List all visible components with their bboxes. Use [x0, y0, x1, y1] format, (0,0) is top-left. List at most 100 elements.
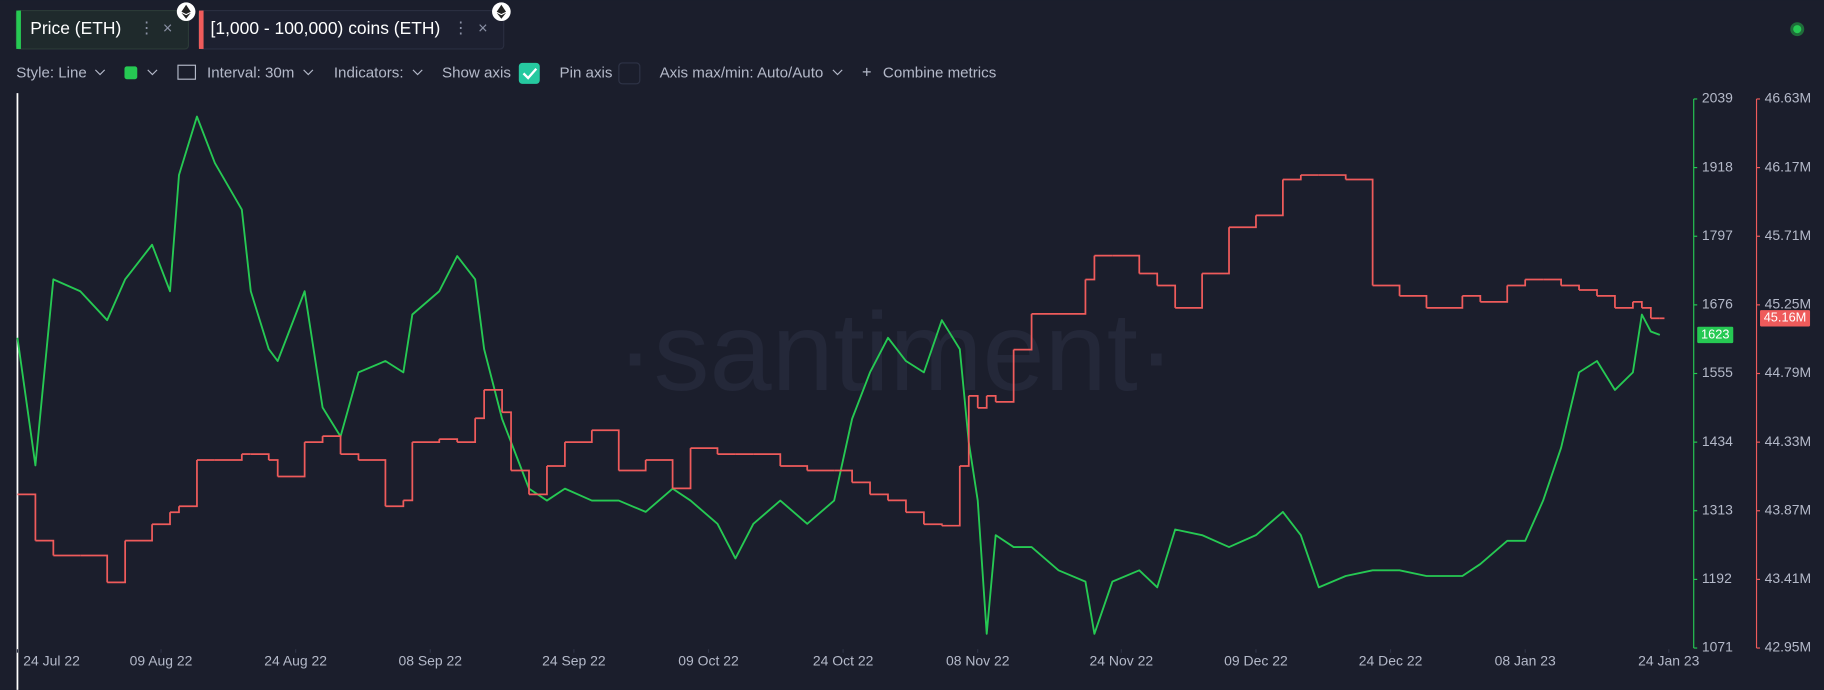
step-segment	[403, 442, 414, 502]
y-tick-label: 46.17M	[1765, 158, 1812, 174]
step-segment	[358, 459, 387, 507]
x-tick-label: 09 Aug 22	[130, 653, 193, 669]
step-segment	[340, 453, 360, 461]
step-segment	[905, 511, 925, 525]
x-tick-label: 09 Dec 22	[1224, 653, 1288, 669]
plot: 24 Jul 22 09 Aug 22 24 Aug 22 08 Sep 22 24 S…	[16, 90, 1812, 669]
step-segment	[1614, 301, 1634, 309]
step-segment	[986, 395, 997, 402]
style-select[interactable]: Style: Line	[16, 64, 87, 81]
step-segment	[852, 481, 871, 495]
tab-close[interactable]: ×	[163, 19, 173, 37]
chevron	[147, 69, 158, 76]
y-tick-label: 1918	[1702, 158, 1733, 174]
step-segment	[1282, 175, 1302, 181]
chevron	[303, 69, 314, 76]
pin-axis-label: Pin axis	[560, 64, 613, 81]
tab-color	[16, 10, 21, 49]
current-value-label: 45.16M	[1764, 310, 1807, 325]
y-tick-label: 44.33M	[1765, 433, 1812, 449]
interval-select[interactable]: Interval: 30m	[207, 64, 294, 81]
combine-metrics[interactable]: Combine metrics	[883, 64, 997, 81]
x-tick-label: 08 Sep 22	[399, 653, 463, 669]
show-axis-checkbox[interactable]	[518, 62, 540, 84]
y-tick-label: 46.63M	[1765, 90, 1812, 106]
step-segment	[1157, 284, 1177, 308]
indicators-select[interactable]: Indicators:	[334, 64, 404, 81]
step-segment	[502, 411, 512, 471]
pin-axis-checkbox[interactable]	[618, 62, 641, 85]
tab-menu: ⋮	[453, 19, 469, 37]
y-tick-label: 43.41M	[1765, 570, 1812, 586]
step-segment	[870, 493, 889, 501]
step-segment	[1399, 295, 1428, 308]
step-segment	[439, 438, 459, 443]
y-tick-label: 43.87M	[1765, 501, 1812, 517]
step-segment	[672, 448, 692, 490]
x-tick-label: 08 Jan 23	[1495, 653, 1556, 669]
y-tick-label: 1555	[1702, 364, 1733, 380]
tab-color	[198, 10, 204, 49]
y-tick-label: 2039	[1702, 90, 1733, 106]
step-segment	[125, 524, 153, 542]
metric-tab[interactable]: [1,000 - 100,000) coins (ETH) ⋮ ×	[198, 2, 511, 50]
step-segment	[780, 465, 809, 471]
y-tick-label: 45.71M	[1765, 227, 1812, 243]
current-value-tag	[1697, 326, 1734, 344]
step-segment	[475, 389, 486, 420]
chevron	[832, 69, 843, 76]
step-segment	[1013, 313, 1033, 351]
step-segment	[591, 429, 620, 471]
tab-menu: ⋮	[138, 19, 154, 37]
axis-minmax-select[interactable]: Axis max/min: Auto/Auto	[660, 64, 824, 81]
step-segment	[1175, 273, 1203, 309]
y-tick-label: 44.79M	[1765, 364, 1812, 380]
step-segment	[385, 500, 405, 508]
step-segment	[170, 506, 180, 514]
step-segment	[1255, 179, 1284, 217]
step-segment	[618, 460, 647, 472]
show-axis-label: Show axis	[442, 64, 511, 81]
step-segment	[968, 395, 979, 408]
step-segment	[1561, 284, 1580, 290]
y-tick-label: 1797	[1702, 227, 1733, 243]
step-segment	[1058, 279, 1087, 315]
y-tick-label: 1434	[1702, 433, 1733, 449]
chevron	[412, 69, 423, 76]
step-segment	[1543, 278, 1562, 286]
x-tick-label: 08 Nov 22	[946, 653, 1010, 669]
tab-close[interactable]: ×	[478, 19, 487, 37]
tab-label: Price (ETH)	[30, 18, 121, 38]
step-segment	[304, 436, 324, 444]
step-segment	[564, 430, 593, 444]
x-tick-label: 24 Aug 22	[264, 653, 327, 669]
plus-icon: +	[862, 64, 872, 82]
y-tick-label: 1192	[1702, 570, 1732, 586]
y-tick-label: 1313	[1702, 501, 1733, 517]
step-segment	[1507, 279, 1527, 287]
current-value-label: 1623	[1701, 326, 1729, 341]
metric-tab[interactable]: Price (ETH) ⋮ ×	[15, 2, 196, 50]
status-dot	[1793, 25, 1802, 34]
step-segment	[214, 454, 243, 461]
y-tick-label: 42.95M	[1765, 639, 1812, 655]
step-segment	[1229, 215, 1257, 229]
color-swatch[interactable]	[124, 66, 138, 80]
step-segment	[107, 540, 127, 584]
step-segment	[645, 459, 674, 489]
step-segment	[80, 554, 109, 583]
interval-icon	[177, 64, 197, 80]
step-segment	[941, 466, 961, 527]
line	[16, 115, 1661, 635]
step-segment	[268, 459, 279, 477]
step-segment	[17, 493, 37, 541]
y-tick-label: 1676	[1702, 296, 1733, 312]
step-segment	[690, 447, 719, 455]
x-tick-label: 24 Oct 22	[813, 653, 874, 669]
check	[522, 67, 538, 80]
step-segment	[1579, 289, 1598, 296]
step-segment	[1202, 227, 1230, 275]
